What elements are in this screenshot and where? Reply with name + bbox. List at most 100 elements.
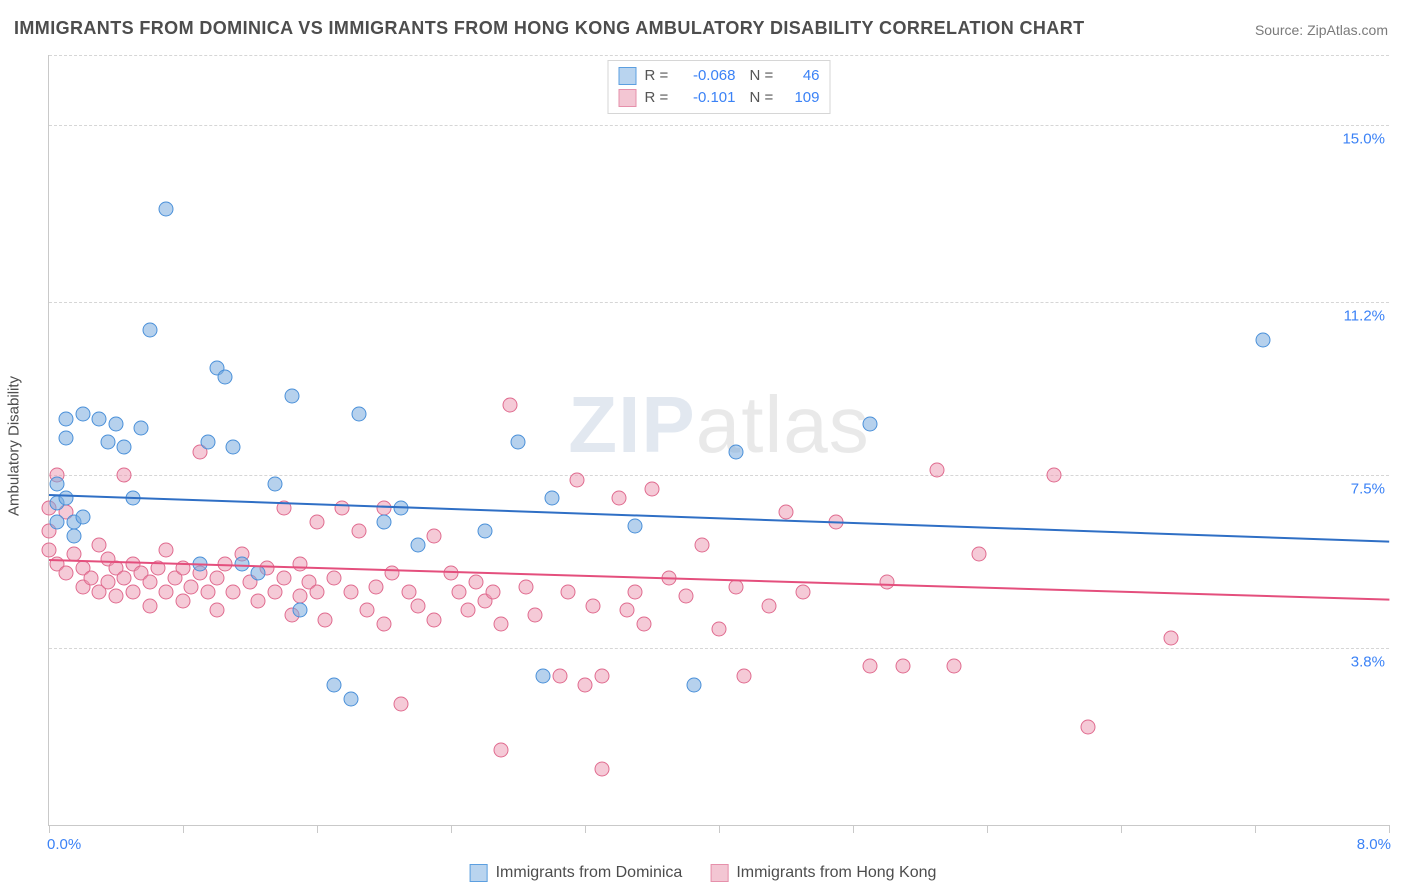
scatter-point xyxy=(58,430,73,445)
scatter-point xyxy=(552,668,567,683)
scatter-point xyxy=(284,388,299,403)
scatter-point xyxy=(83,570,98,585)
scatter-point xyxy=(368,580,383,595)
scatter-point xyxy=(100,435,115,450)
x-tick xyxy=(451,825,452,833)
scatter-point xyxy=(75,510,90,525)
x-tick xyxy=(853,825,854,833)
chart-container: IMMIGRANTS FROM DOMINICA VS IMMIGRANTS F… xyxy=(0,0,1406,892)
x-tick xyxy=(987,825,988,833)
scatter-point xyxy=(251,566,266,581)
gridline xyxy=(49,55,1389,56)
scatter-point xyxy=(527,608,542,623)
x-tick xyxy=(1255,825,1256,833)
scatter-point xyxy=(971,547,986,562)
scatter-point xyxy=(201,435,216,450)
scatter-point xyxy=(511,435,526,450)
x-tick xyxy=(183,825,184,833)
scatter-point xyxy=(628,584,643,599)
scatter-point xyxy=(226,584,241,599)
swatch-series-b xyxy=(619,89,637,107)
y-axis-label: Ambulatory Disability xyxy=(6,376,23,516)
scatter-point xyxy=(611,491,626,506)
scatter-point xyxy=(268,477,283,492)
scatter-point xyxy=(795,584,810,599)
scatter-point xyxy=(377,514,392,529)
scatter-point xyxy=(1080,720,1095,735)
scatter-point xyxy=(100,575,115,590)
scatter-point xyxy=(134,421,149,436)
scatter-point xyxy=(326,570,341,585)
y-tick-label: 15.0% xyxy=(1342,131,1391,148)
scatter-point xyxy=(410,538,425,553)
swatch-series-a-icon xyxy=(470,864,488,882)
scatter-point xyxy=(862,416,877,431)
legend-item-a: Immigrants from Dominica xyxy=(470,864,683,882)
scatter-point xyxy=(92,538,107,553)
scatter-point xyxy=(109,589,124,604)
scatter-point xyxy=(58,491,73,506)
scatter-point xyxy=(519,580,534,595)
scatter-point xyxy=(184,580,199,595)
legend-item-b: Immigrants from Hong Kong xyxy=(710,864,936,882)
x-tick xyxy=(49,825,50,833)
scatter-point xyxy=(58,566,73,581)
x-tick xyxy=(1121,825,1122,833)
y-tick-label: 3.8% xyxy=(1351,653,1391,670)
scatter-point xyxy=(268,584,283,599)
swatch-series-a xyxy=(619,67,637,85)
scatter-point xyxy=(125,584,140,599)
scatter-point xyxy=(201,584,216,599)
scatter-point xyxy=(293,556,308,571)
scatter-point xyxy=(427,612,442,627)
scatter-point xyxy=(92,412,107,427)
bottom-legend: Immigrants from Dominica Immigrants from… xyxy=(470,864,937,882)
plot-area: ZIPatlas R = -0.068 N = 46 R = -0.101 N … xyxy=(48,55,1389,826)
x-tick xyxy=(585,825,586,833)
scatter-point xyxy=(628,519,643,534)
scatter-point xyxy=(561,584,576,599)
scatter-point xyxy=(862,659,877,674)
gridline xyxy=(49,302,1389,303)
scatter-point xyxy=(50,477,65,492)
scatter-point xyxy=(385,566,400,581)
y-tick-label: 11.2% xyxy=(1344,308,1391,325)
scatter-point xyxy=(67,528,82,543)
scatter-point xyxy=(946,659,961,674)
scatter-point xyxy=(594,668,609,683)
scatter-point xyxy=(728,580,743,595)
scatter-point xyxy=(209,603,224,618)
scatter-point xyxy=(762,598,777,613)
scatter-point xyxy=(578,678,593,693)
scatter-point xyxy=(712,622,727,637)
scatter-point xyxy=(1164,631,1179,646)
scatter-point xyxy=(142,575,157,590)
scatter-point xyxy=(226,440,241,455)
scatter-point xyxy=(209,570,224,585)
scatter-point xyxy=(494,743,509,758)
scatter-point xyxy=(335,500,350,515)
gridline xyxy=(49,475,1389,476)
scatter-point xyxy=(117,570,132,585)
scatter-point xyxy=(50,514,65,529)
scatter-point xyxy=(393,696,408,711)
scatter-point xyxy=(318,612,333,627)
swatch-series-b-icon xyxy=(710,864,728,882)
scatter-point xyxy=(427,528,442,543)
scatter-point xyxy=(251,594,266,609)
x-tick xyxy=(317,825,318,833)
scatter-point xyxy=(159,542,174,557)
legend-label-a: Immigrants from Dominica xyxy=(496,864,683,882)
scatter-point xyxy=(586,598,601,613)
scatter-point xyxy=(117,440,132,455)
scatter-point xyxy=(502,398,517,413)
scatter-point xyxy=(217,370,232,385)
scatter-point xyxy=(42,542,57,557)
scatter-point xyxy=(351,407,366,422)
scatter-point xyxy=(293,589,308,604)
scatter-point xyxy=(544,491,559,506)
legend-label-b: Immigrants from Hong Kong xyxy=(736,864,936,882)
scatter-point xyxy=(636,617,651,632)
scatter-point xyxy=(469,575,484,590)
scatter-point xyxy=(695,538,710,553)
